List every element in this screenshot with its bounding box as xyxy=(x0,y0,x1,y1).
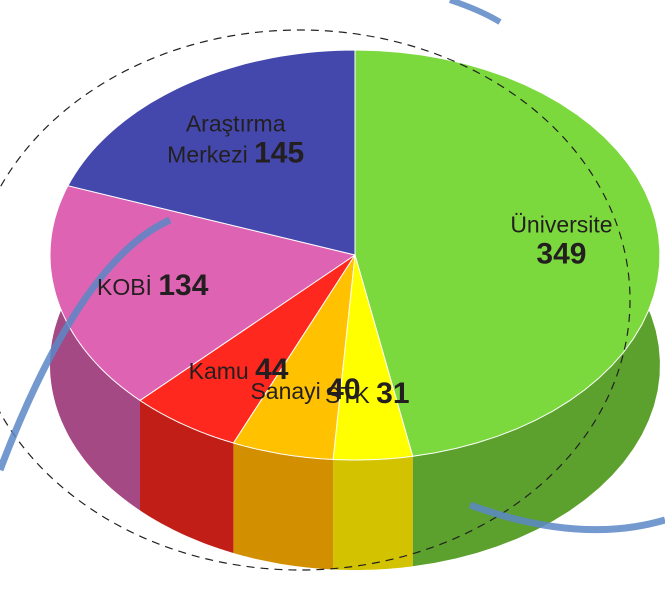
slice-side xyxy=(333,456,413,570)
value-label: 31 xyxy=(376,377,409,410)
category-label: KOBİ xyxy=(97,273,152,299)
value-label: 145 xyxy=(254,137,304,170)
slice-label: Araştırma Merkezi 145 xyxy=(151,111,321,172)
pie xyxy=(50,50,660,570)
category-label: Kamu xyxy=(189,358,249,384)
value-label: 349 xyxy=(536,238,586,271)
value-label: 134 xyxy=(158,268,208,301)
slice-label: KOBİ 134 xyxy=(97,268,208,303)
category-label: Üniversite xyxy=(510,211,612,237)
slice-label: Üniversite 349 xyxy=(510,211,614,272)
value-label: 40 xyxy=(327,373,360,406)
slice-side xyxy=(233,443,333,570)
slice-label: Kamu 44 xyxy=(189,353,289,388)
decor-swoosh xyxy=(450,0,500,22)
chart: Üniversite 349STK 31Sanayi 40Kamu 44KOBİ… xyxy=(0,0,665,598)
value-label: 44 xyxy=(255,353,288,386)
